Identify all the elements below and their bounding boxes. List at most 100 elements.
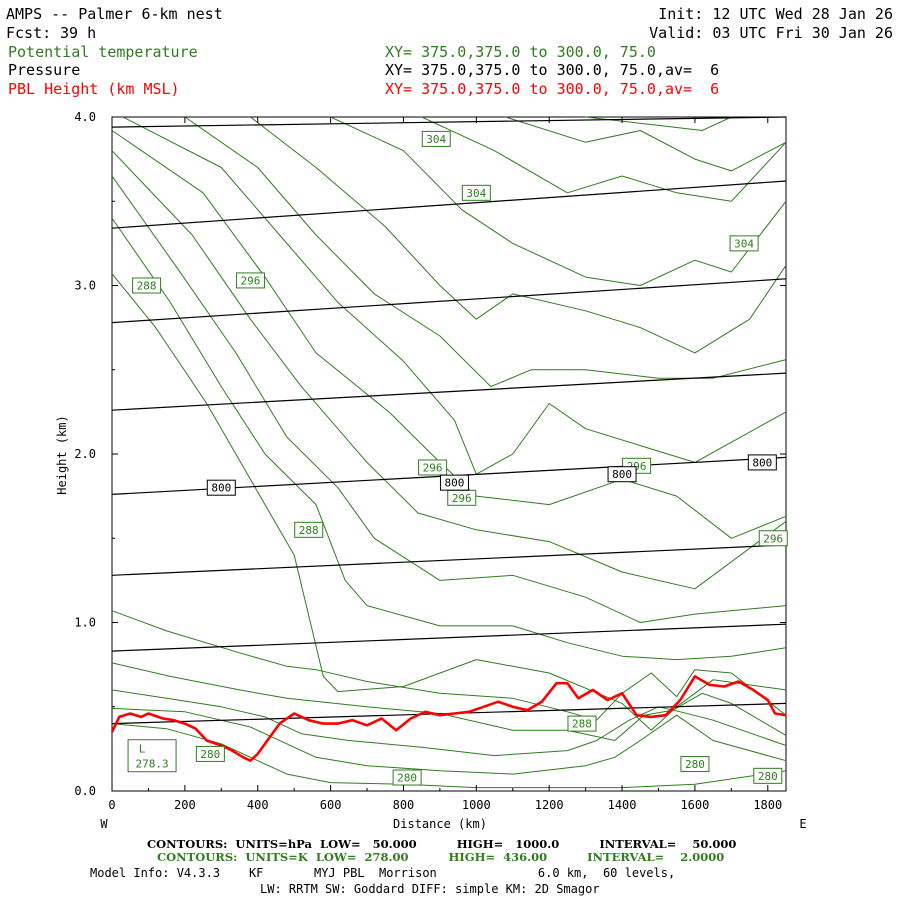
y-tick-label-1: 1.0 <box>74 616 96 630</box>
low-label-box <box>127 739 177 773</box>
theta-label-0: 304 <box>426 133 446 146</box>
theta-label-14: 280 <box>758 770 778 783</box>
x-tick-label-6: 1200 <box>535 798 564 812</box>
axes: 0 200 400 600 800 1000 1200 1400 1600 1800 0.0 1.0 2… <box>74 110 786 812</box>
pressure-label-0-box <box>206 479 236 496</box>
pressure-label-2: 800 <box>612 468 632 481</box>
x-tick-label-9: 1800 <box>753 798 782 812</box>
field-pressure-xy: XY= 375.0,375.0 to 300.0, 75.0,av= 6 <box>385 61 719 79</box>
theta-contour-info: CONTOURS: UNITS=K LOW= 278.00 HIGH= 436.… <box>157 850 724 864</box>
init-time: Init: 12 UTC Wed 28 Jan 26 <box>658 5 893 23</box>
theta-label-4-box <box>235 272 265 289</box>
theta-label-13: 280 <box>685 758 705 771</box>
theta-label-3: 288 <box>137 280 157 293</box>
theta-contour-282-1 <box>111 707 787 775</box>
field-pbl-name: PBL Height (km MSL) <box>8 80 180 98</box>
theta-contour-292-7 <box>111 175 787 623</box>
theta-label-5: 296 <box>423 461 443 474</box>
theta-contour-298-10 <box>122 116 787 475</box>
theta-contour-294-8 <box>111 150 787 590</box>
theta-contours <box>111 116 787 789</box>
theta-label-12-box <box>392 769 422 786</box>
pbl-height-series <box>110 675 787 762</box>
theta-label-10: 288 <box>572 718 592 731</box>
x-axis-label: Distance (km) <box>393 817 487 831</box>
theta-label-13-box <box>680 756 710 773</box>
theta-contour-306-14 <box>421 116 787 202</box>
theta-contour-290-6 <box>111 217 787 661</box>
theta-label-2: 304 <box>734 237 754 250</box>
pressure-contour-info: CONTOURS: UNITS=hPa LOW= 50.000 HIGH= 10… <box>147 837 736 851</box>
theta-label-9: 288 <box>299 524 319 537</box>
theta-label-5-box <box>418 459 448 476</box>
theta-label-9-box <box>294 521 324 538</box>
x-tick-label-0: 0 <box>108 798 115 812</box>
x-tick-label-4: 800 <box>393 798 415 812</box>
theta-contour-300-11 <box>184 116 787 388</box>
x-tick-label-2: 400 <box>247 798 269 812</box>
pressure-isobars <box>111 116 787 725</box>
y-tick-label-3: 3.0 <box>74 279 96 293</box>
pressure-isobar-1 <box>111 623 787 652</box>
theta-label-10-box <box>567 715 597 732</box>
theta-contour-288-4 <box>111 610 787 721</box>
model-info: Model Info: V4.3.3 KF MYJ PBL Morrison 6… <box>90 866 675 880</box>
east-label: E <box>799 817 806 831</box>
x-tick-label-7: 1400 <box>608 798 637 812</box>
theta-label-14-box <box>753 767 783 784</box>
chart-title: AMPS -- Palmer 6-km nest <box>6 5 223 23</box>
y-tick-label-2: 2.0 <box>74 447 96 461</box>
field-theta-name: Potential temperature <box>8 43 198 61</box>
forecast-hour: 39 h <box>60 24 96 42</box>
theta-contour-280-0 <box>111 723 787 789</box>
x-tick-label-3: 600 <box>320 798 342 812</box>
x-tick-label-8: 1600 <box>680 798 709 812</box>
pressure-label-3: 800 <box>752 456 772 469</box>
pressure-label-2-box <box>607 466 637 483</box>
plot-frame <box>111 116 787 792</box>
theta-label-11-box <box>195 745 225 762</box>
field-pressure-name: Pressure <box>8 61 80 79</box>
pressure-label-3-box <box>747 454 777 471</box>
theta-label-0-box <box>421 130 451 147</box>
theta-contour-302-12 <box>250 116 787 354</box>
pressure-isobar-6 <box>111 180 787 229</box>
theta-label-6: 296 <box>452 492 472 505</box>
low-label-value: 278.3 <box>136 758 169 771</box>
theta-contour-286-3 <box>111 662 787 741</box>
field-theta-xy: XY= 375.0,375.0 to 300.0, 75.0 <box>385 43 656 61</box>
y-axis-label: Height (km) <box>55 415 69 494</box>
pressure-isobar-4 <box>111 372 787 411</box>
forecast-label: Fcst: <box>6 24 51 42</box>
theta-label-1: 304 <box>466 187 486 200</box>
theta-contour-308-15 <box>505 116 787 172</box>
pbl-height-line <box>110 675 787 762</box>
west-label: W <box>100 817 108 831</box>
low-label-letter: L <box>139 743 146 756</box>
theta-contour-284-2 <box>111 689 787 757</box>
pressure-label-1: 800 <box>445 477 465 490</box>
pressure-label-1-box <box>439 474 469 491</box>
valid-time: Valid: 03 UTC Fri 30 Jan 26 <box>649 24 893 42</box>
theta-contour-288-5 <box>111 273 787 731</box>
theta-contour-304-13 <box>330 116 787 286</box>
pressure-isobar-2 <box>111 544 787 576</box>
pressure-label-0: 800 <box>211 482 231 495</box>
theta-label-11: 280 <box>200 748 220 761</box>
x-tick-label-1: 200 <box>174 798 196 812</box>
theta-label-2-box <box>729 235 759 252</box>
x-tick-label-5: 1000 <box>462 798 491 812</box>
theta-label-3-box <box>132 277 162 294</box>
model-physics: LW: RRTM SW: Goddard DIFF: simple KM: 2D… <box>260 882 600 896</box>
pressure-isobar-5 <box>111 278 787 324</box>
pressure-isobar-7 <box>111 116 787 128</box>
theta-label-12: 280 <box>397 772 417 785</box>
theta-label-1-box <box>461 184 491 201</box>
field-pbl-xy: XY= 375.0,375.0 to 300.0, 75.0,av= 6 <box>385 80 719 98</box>
theta-label-4: 296 <box>241 274 261 287</box>
y-tick-label-4: 4.0 <box>74 110 96 124</box>
y-tick-label-0: 0.0 <box>74 784 96 798</box>
theta-label-8: 296 <box>763 532 783 545</box>
